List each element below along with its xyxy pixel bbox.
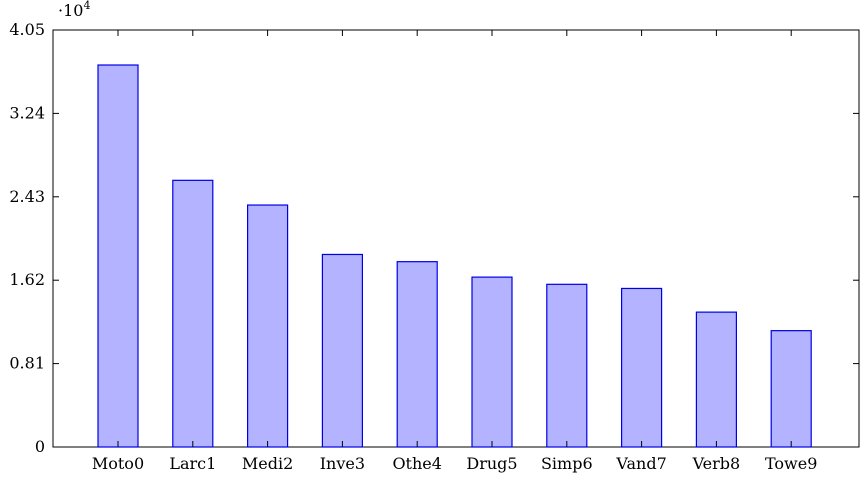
- bar-othe4: [396, 261, 438, 448]
- y-tick-label: 1.62: [9, 270, 45, 289]
- bars: [97, 64, 812, 448]
- y-tick-label: 0.81: [9, 354, 45, 373]
- x-tick-label: Vand7: [615, 454, 666, 473]
- x-tick-label: Medi2: [242, 454, 293, 473]
- bar-simp6: [546, 283, 588, 448]
- x-tick-label: Othe4: [392, 454, 442, 473]
- y-tick-label: 0: [35, 437, 45, 456]
- x-tick-label: Verb8: [692, 454, 741, 473]
- bar-drug5: [471, 276, 513, 448]
- x-tick-label: Larc1: [169, 454, 216, 473]
- y-tick-label: 3.24: [9, 103, 45, 122]
- y-tick-label: 4.05: [9, 20, 45, 39]
- x-tick-label: Moto0: [92, 454, 144, 473]
- y-axis: 0 0.81 1.62 2.43 3.24 4.05: [9, 20, 859, 456]
- bar-towe9: [770, 330, 812, 448]
- y-axis-multiplier-exponent: 4: [83, 0, 90, 12]
- bar-larc1: [172, 179, 214, 448]
- y-axis-multiplier: ·104: [58, 0, 90, 20]
- plot-frame: [52, 29, 860, 448]
- bar-moto0: [97, 64, 139, 448]
- x-tick-label: Towe9: [765, 454, 817, 473]
- x-tick-label: Drug5: [466, 454, 517, 473]
- x-tick-label: Simp6: [541, 454, 593, 473]
- x-axis: Moto0 Larc1 Medi2 Inve3 Othe4 Drug5 Simp6 Vand7…: [92, 30, 817, 473]
- bar-verb8: [695, 311, 738, 448]
- bar-vand7: [620, 287, 663, 448]
- bar-medi2: [247, 204, 289, 448]
- y-tick-label: 2.43: [9, 187, 45, 206]
- bar-inve3: [321, 253, 363, 448]
- x-tick-label: Inve3: [320, 454, 365, 473]
